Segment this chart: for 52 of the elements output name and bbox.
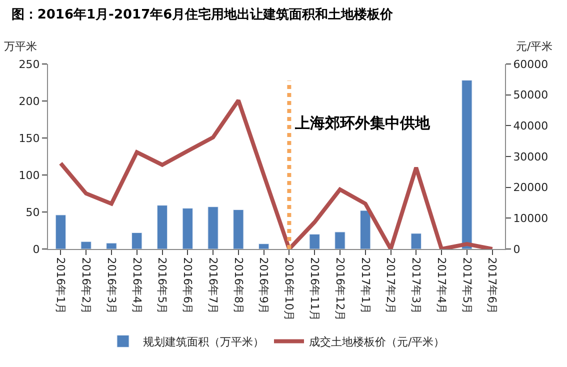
bar: [410, 233, 422, 249]
x-tick-label: 2016年11月: [308, 257, 322, 322]
y2-axis-title: 元/平米: [516, 40, 553, 53]
annotation: 上海郊环外集中供地: [294, 114, 431, 132]
bar: [233, 210, 244, 249]
y2-tick-label: 40000: [513, 120, 548, 133]
line-series: [58, 98, 494, 249]
y-tick-label: 0: [32, 242, 40, 256]
x-tick-label: 2016年1月: [54, 257, 68, 314]
x-tick-label: 2017年6月: [486, 257, 499, 314]
x-tick-label: 2016年7月: [206, 257, 220, 314]
bar: [132, 232, 142, 249]
y2-tick-label: 30000: [513, 150, 548, 164]
y2-tick-label: 10000: [513, 212, 548, 226]
x-tick-label: 2017年3月: [410, 257, 423, 314]
x-tick-label: 2016年4月: [130, 257, 144, 314]
x-tick-label: 2016年9月: [257, 257, 270, 314]
y2-tick-label: 60000: [513, 58, 548, 71]
y2-tick-label: 20000: [513, 181, 548, 194]
bar: [258, 244, 270, 249]
x-tick-label: 2016年8月: [232, 257, 245, 314]
bar: [309, 234, 320, 249]
y-tick-label: 250: [18, 58, 40, 71]
x-tick-label: 2016年2月: [80, 257, 93, 314]
x-tick-label: 2016年3月: [104, 257, 118, 314]
x-tick-label: 2017年4月: [434, 257, 448, 314]
y-tick-label: 150: [18, 132, 40, 145]
y-tick-label: 100: [18, 168, 40, 182]
bar: [208, 206, 218, 249]
bar: [156, 205, 168, 249]
bar: [106, 242, 117, 249]
x-tick-label: 2016年6月: [181, 257, 194, 314]
x-tick-label: 2016年10月: [282, 257, 296, 322]
x-tick-label: 2016年12月: [333, 257, 346, 322]
legend-label: 规划建筑面积（万平米）: [143, 335, 264, 348]
bar: [462, 80, 472, 249]
x-tick-label: 2017年2月: [384, 257, 398, 314]
bar: [360, 210, 371, 249]
y2-tick-label: 0: [513, 242, 520, 256]
bar: [334, 232, 346, 249]
legend-label: 成交土地楼板价（元/平米）: [309, 335, 445, 348]
chart-title: 图：2016年1月-2017年6月住宅用地出让建筑面积和土地楼板价: [11, 6, 394, 22]
y-tick-label: 200: [18, 94, 40, 108]
x-tick-label: 2017年1月: [358, 257, 372, 314]
y2-tick-label: 50000: [513, 88, 548, 102]
y-tick-label: 50: [26, 206, 40, 219]
bar: [55, 214, 66, 249]
x-tick-label: 2017年5月: [460, 257, 474, 314]
x-tick-label: 2016年5月: [156, 257, 169, 314]
bar: [80, 241, 92, 249]
bar: [182, 208, 193, 249]
y-axis-title: 万平米: [4, 40, 37, 53]
